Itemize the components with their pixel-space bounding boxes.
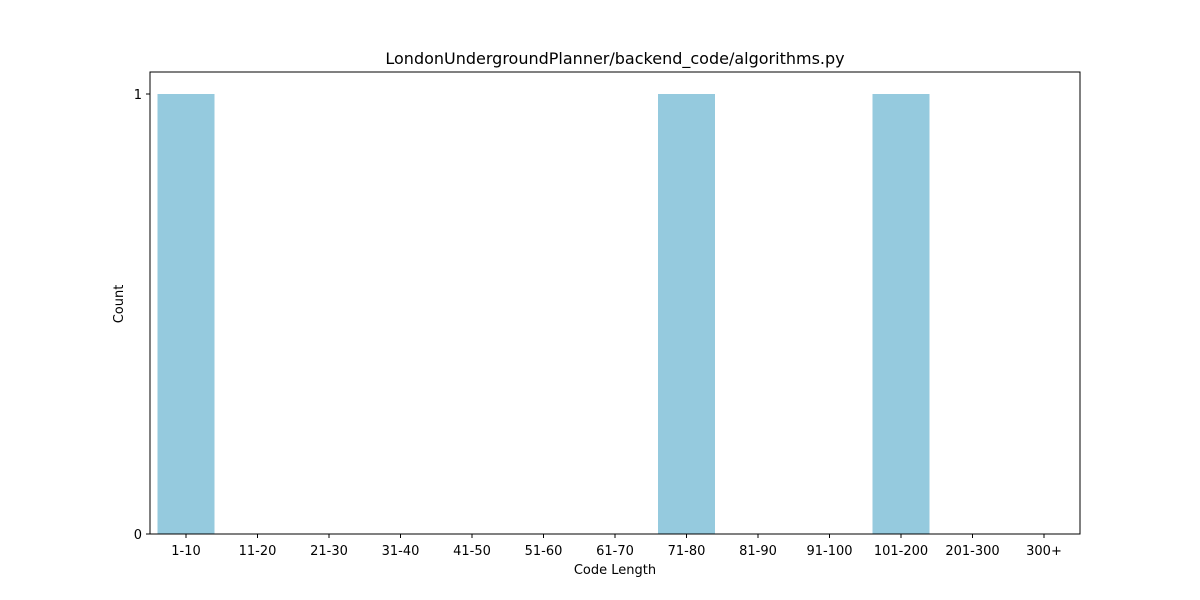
y-axis-label: Count xyxy=(112,285,127,324)
y-axis-ticks: 01 xyxy=(134,88,150,543)
x-tick-label: 81-90 xyxy=(739,544,777,559)
bar-101-200 xyxy=(872,94,930,534)
x-tick-label: 91-100 xyxy=(806,544,852,559)
x-axis-label: Code Length xyxy=(574,563,656,578)
x-tick-label: 300+ xyxy=(1026,544,1062,559)
bar-1-10 xyxy=(157,94,215,534)
x-tick-label: 31-40 xyxy=(382,544,420,559)
x-tick-label: 41-50 xyxy=(453,544,491,559)
x-tick-label: 101-200 xyxy=(874,544,928,559)
x-tick-label: 51-60 xyxy=(525,544,563,559)
x-tick-label: 1-10 xyxy=(171,544,201,559)
x-tick-label: 201-300 xyxy=(945,544,999,559)
x-tick-label: 71-80 xyxy=(668,544,706,559)
chart-title: LondonUndergroundPlanner/backend_code/al… xyxy=(385,49,844,69)
x-tick-label: 11-20 xyxy=(239,544,277,559)
x-axis-ticks: 1-10 11-20 21-30 31-40 41-50 51-60 61-70 71-80 8… xyxy=(171,534,1062,559)
x-tick-label: 21-30 xyxy=(310,544,348,559)
x-tick-label: 61-70 xyxy=(596,544,634,559)
y-tick-label: 0 xyxy=(134,528,142,543)
bars-group xyxy=(157,94,930,534)
bar-71-80 xyxy=(658,94,715,534)
y-tick-label: 1 xyxy=(134,88,142,103)
plot-frame xyxy=(149,71,1081,535)
